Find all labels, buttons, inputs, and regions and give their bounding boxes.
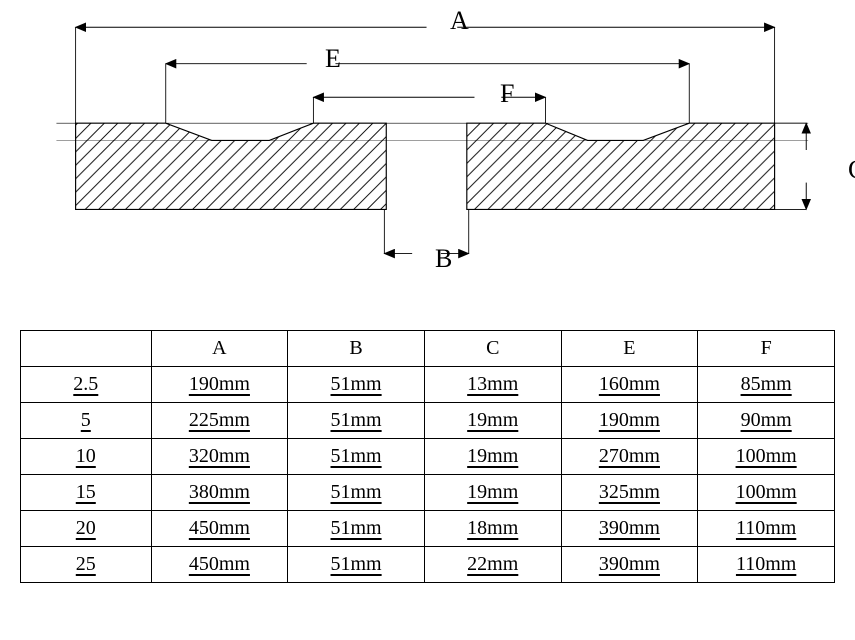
table-cell: 390mm bbox=[561, 547, 698, 583]
table-cell: 2.5 bbox=[21, 367, 152, 403]
table-cell: 450mm bbox=[151, 547, 288, 583]
dim-label-A: A bbox=[450, 6, 469, 36]
col-header-C: C bbox=[424, 331, 561, 367]
table-row: 20450mm51mm18mm390mm110mm bbox=[21, 511, 835, 547]
dim-label-B: B bbox=[435, 244, 452, 274]
table-cell: 19mm bbox=[424, 403, 561, 439]
table-cell: 190mm bbox=[561, 403, 698, 439]
table-row: 15380mm51mm19mm325mm100mm bbox=[21, 475, 835, 511]
table-cell: 160mm bbox=[561, 367, 698, 403]
table-cell: 5 bbox=[21, 403, 152, 439]
table-cell: 100mm bbox=[698, 475, 835, 511]
table-cell: 19mm bbox=[424, 475, 561, 511]
table-row: 25450mm51mm22mm390mm110mm bbox=[21, 547, 835, 583]
table-row: 2.5190mm51mm13mm160mm85mm bbox=[21, 367, 835, 403]
col-header-B: B bbox=[288, 331, 425, 367]
table-cell: 390mm bbox=[561, 511, 698, 547]
table-cell: 20 bbox=[21, 511, 152, 547]
table-cell: 15 bbox=[21, 475, 152, 511]
table-row: 5225mm51mm19mm190mm90mm bbox=[21, 403, 835, 439]
table-cell: 51mm bbox=[288, 511, 425, 547]
col-header-blank bbox=[21, 331, 152, 367]
dimension-table: A B C E F 2.5190mm51mm13mm160mm85mm5225m… bbox=[20, 330, 835, 583]
page-root: A E F B C A B C E F 2.5190mm51mm13mm160m… bbox=[0, 0, 855, 640]
table-cell: 325mm bbox=[561, 475, 698, 511]
table-cell: 320mm bbox=[151, 439, 288, 475]
table-cell: 51mm bbox=[288, 403, 425, 439]
spec-table: A B C E F 2.5190mm51mm13mm160mm85mm5225m… bbox=[20, 330, 835, 583]
diagram-svg bbox=[20, 0, 835, 300]
table-cell: 380mm bbox=[151, 475, 288, 511]
table-cell: 110mm bbox=[698, 511, 835, 547]
table-cell: 13mm bbox=[424, 367, 561, 403]
col-header-E: E bbox=[561, 331, 698, 367]
table-header-row: A B C E F bbox=[21, 331, 835, 367]
table-cell: 51mm bbox=[288, 367, 425, 403]
dim-label-F: F bbox=[500, 79, 514, 109]
table-row: 10320mm51mm19mm270mm100mm bbox=[21, 439, 835, 475]
col-header-F: F bbox=[698, 331, 835, 367]
dim-label-C: C bbox=[848, 155, 855, 185]
table-cell: 51mm bbox=[288, 439, 425, 475]
table-cell: 10 bbox=[21, 439, 152, 475]
dim-label-E: E bbox=[325, 44, 341, 74]
col-header-A: A bbox=[151, 331, 288, 367]
table-cell: 190mm bbox=[151, 367, 288, 403]
table-cell: 270mm bbox=[561, 439, 698, 475]
table-cell: 22mm bbox=[424, 547, 561, 583]
table-cell: 18mm bbox=[424, 511, 561, 547]
table-cell: 450mm bbox=[151, 511, 288, 547]
table-cell: 85mm bbox=[698, 367, 835, 403]
table-cell: 19mm bbox=[424, 439, 561, 475]
table-cell: 100mm bbox=[698, 439, 835, 475]
table-cell: 51mm bbox=[288, 475, 425, 511]
section-diagram: A E F B C bbox=[20, 0, 835, 300]
table-cell: 110mm bbox=[698, 547, 835, 583]
table-cell: 90mm bbox=[698, 403, 835, 439]
table-cell: 25 bbox=[21, 547, 152, 583]
table-cell: 51mm bbox=[288, 547, 425, 583]
table-cell: 225mm bbox=[151, 403, 288, 439]
